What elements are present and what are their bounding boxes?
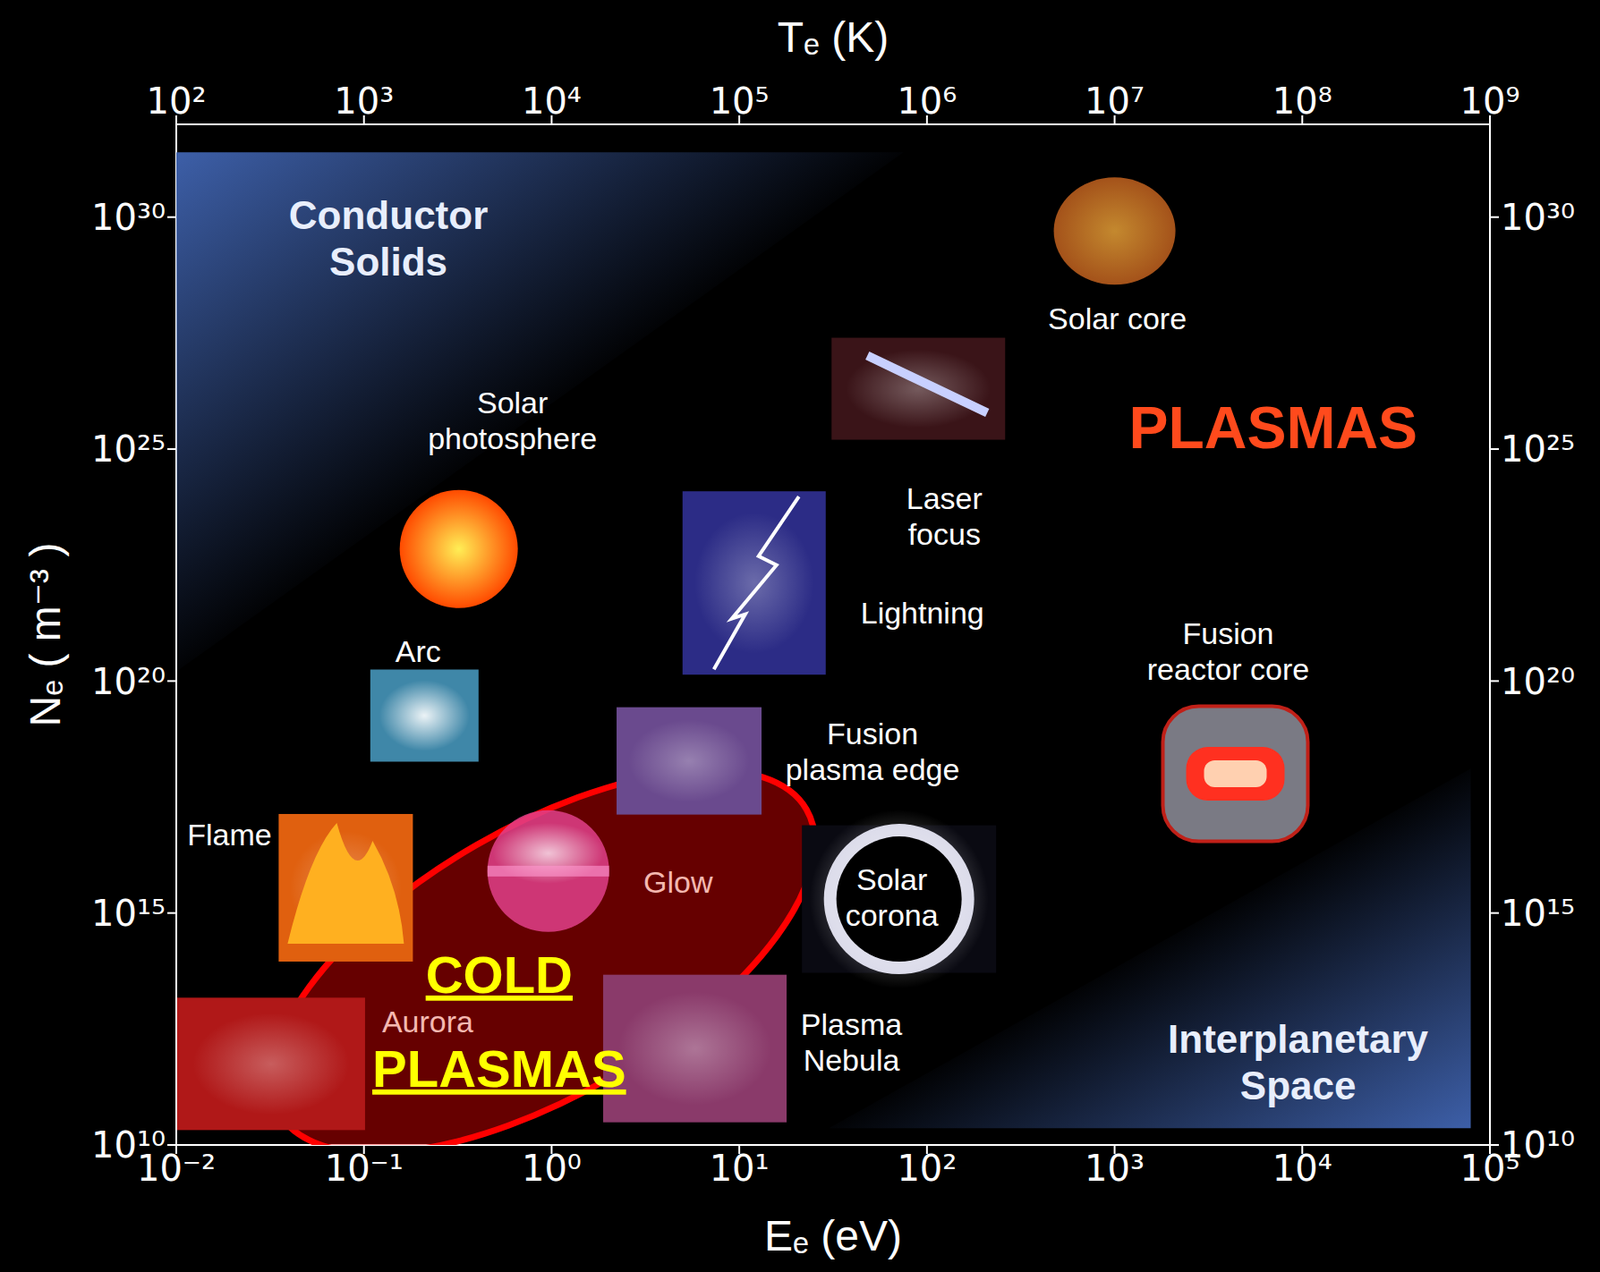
svg-text:10⁶: 10⁶ [896,80,957,122]
svg-text:10¹: 10¹ [709,1148,770,1190]
svg-text:10⁴: 10⁴ [521,80,582,122]
svg-text:10⁹: 10⁹ [1460,80,1521,122]
svg-text:Solarcorona: Solarcorona [845,862,939,933]
svg-text:Tₑ (K): Tₑ (K) [777,13,889,61]
svg-text:Fusionreactor core: Fusionreactor core [1147,616,1310,687]
svg-text:Aurora: Aurora [382,1004,474,1039]
svg-text:10²: 10² [896,1148,957,1190]
svg-text:10⁷: 10⁷ [1084,80,1145,122]
svg-text:10¹⁰: 10¹⁰ [91,1124,166,1166]
svg-text:10⁻²: 10⁻² [136,1148,216,1190]
svg-text:10²⁰: 10²⁰ [1500,661,1575,703]
svg-text:10³: 10³ [1084,1148,1145,1190]
svg-text:Fusionplasma edge: Fusionplasma edge [785,716,961,787]
svg-text:Solarphotosphere: Solarphotosphere [427,385,597,456]
svg-text:Flame: Flame [187,817,272,852]
svg-text:10²: 10² [146,80,207,122]
svg-text:10⁸: 10⁸ [1272,80,1333,122]
svg-text:InterplanetarySpace: InterplanetarySpace [1167,1017,1430,1108]
svg-text:10⁴: 10⁴ [1272,1148,1333,1190]
svg-text:10¹⁵: 10¹⁵ [91,893,166,935]
svg-text:Lightning: Lightning [860,595,985,630]
svg-text:Arc: Arc [395,634,442,669]
svg-text:10³⁰: 10³⁰ [1500,196,1575,239]
svg-text:10²⁵: 10²⁵ [91,428,166,470]
svg-text:PlasmaNebula: PlasmaNebula [800,1007,903,1078]
svg-text:10²⁵: 10²⁵ [1500,428,1575,470]
svg-text:Laserfocus: Laserfocus [906,481,983,552]
svg-text:10²⁰: 10²⁰ [91,661,166,703]
svg-text:10¹⁵: 10¹⁵ [1500,893,1575,935]
svg-text:PLASMAS: PLASMAS [1128,394,1418,461]
svg-text:Nₑ ( m⁻³ ): Nₑ ( m⁻³ ) [21,543,69,728]
svg-text:10³: 10³ [333,80,394,122]
svg-text:Solar core: Solar core [1047,301,1187,336]
svg-text:10⁵: 10⁵ [1459,1148,1520,1190]
svg-text:ConductorSolids: ConductorSolids [289,193,488,284]
svg-text:10⁰: 10⁰ [521,1148,582,1190]
svg-text:10¹⁰: 10¹⁰ [1500,1124,1575,1166]
svg-text:10³⁰: 10³⁰ [91,196,166,239]
svg-text:10⁻¹: 10⁻¹ [324,1148,404,1190]
svg-text:COLDPLASMAS: COLDPLASMAS [372,945,627,1098]
svg-text:Eₑ (eV): Eₑ (eV) [764,1212,903,1260]
svg-text:Glow: Glow [643,865,714,900]
svg-text:10⁵: 10⁵ [709,80,770,122]
